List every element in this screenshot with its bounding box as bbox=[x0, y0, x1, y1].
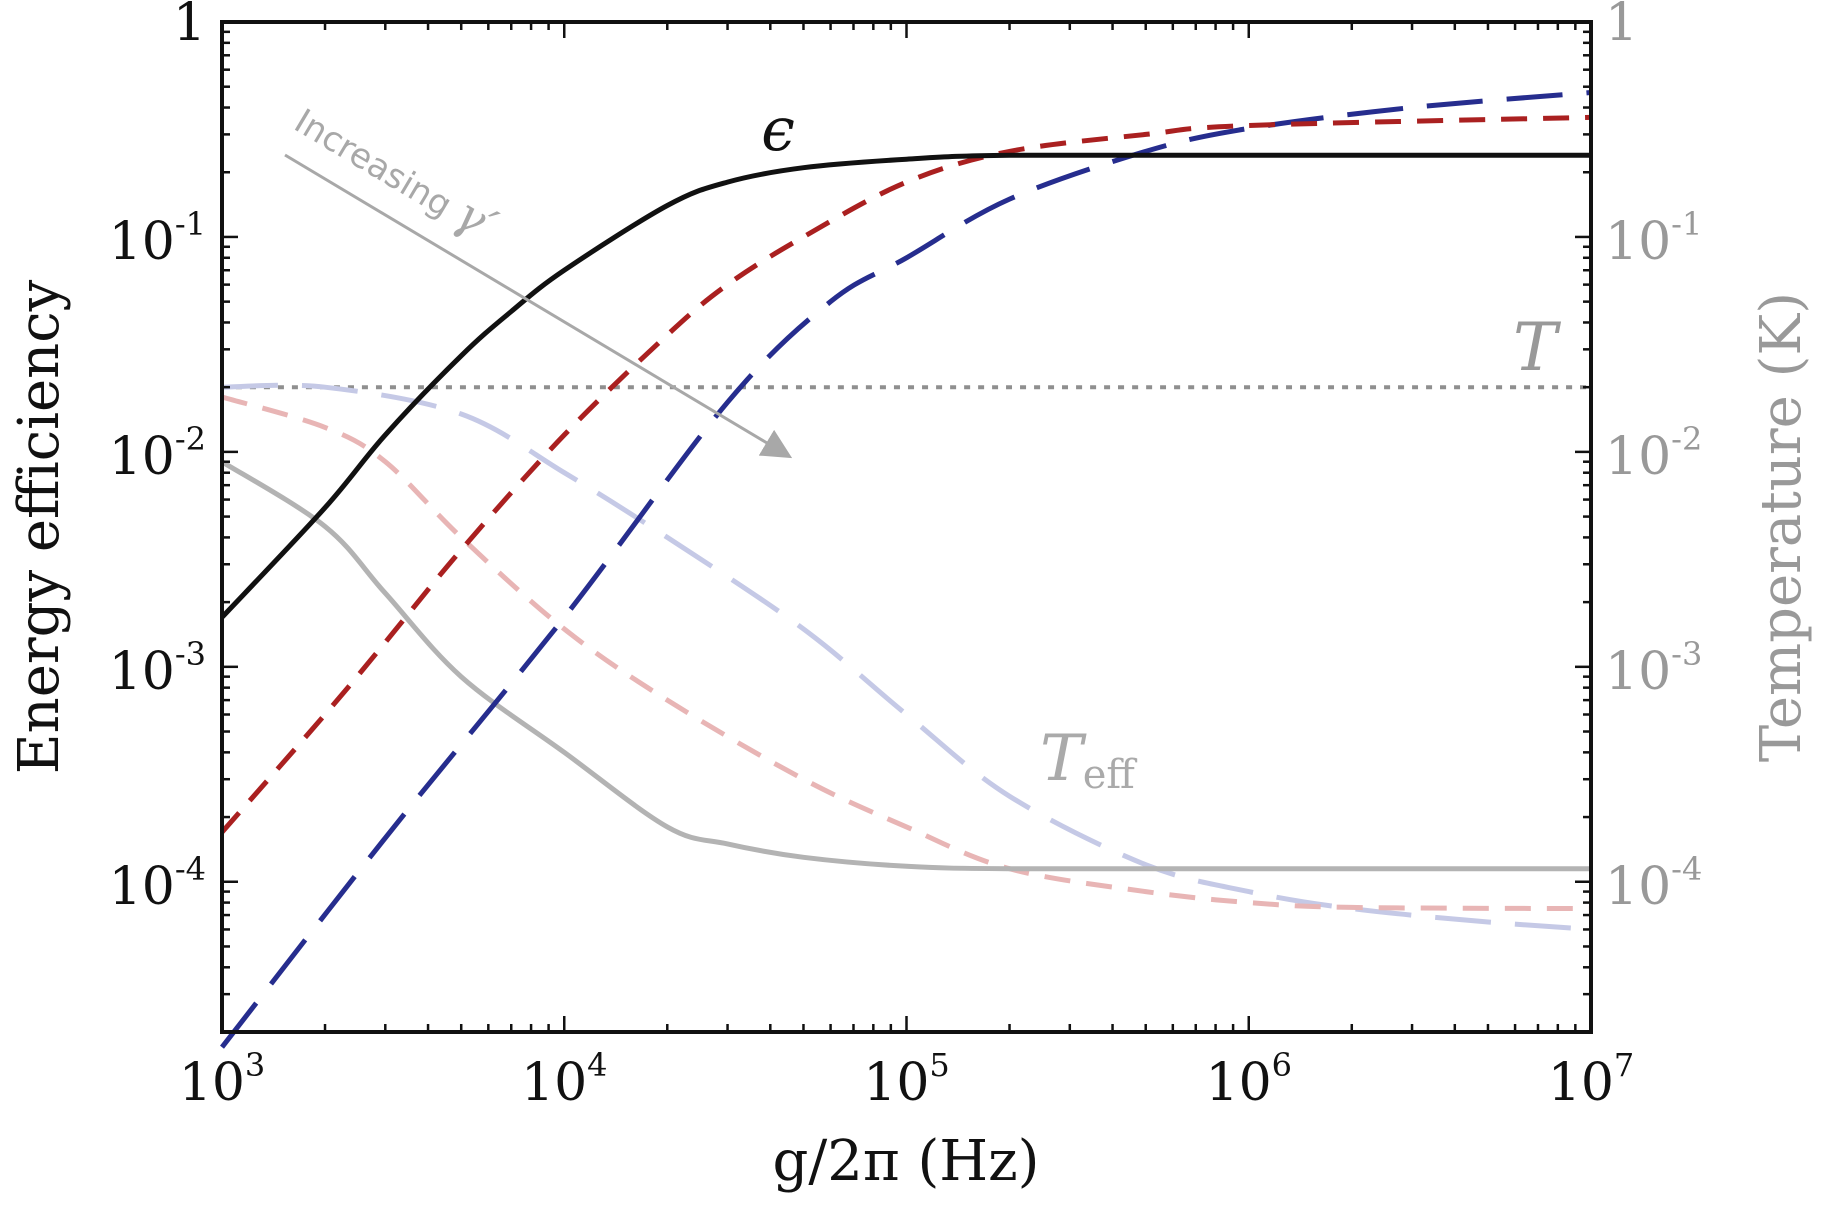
y-tick-label-left-1e-3-exponent: -3 bbox=[175, 635, 206, 673]
x-tick-label-1e3-exponent: 3 bbox=[245, 1046, 265, 1084]
y-tick-label-left-1e-2-exponent: -2 bbox=[175, 420, 206, 458]
series-efficiency-black bbox=[220, 152, 1591, 620]
increasing-label: Increasingγ′ bbox=[286, 91, 506, 252]
y-tick-label-right-1e0: 1 bbox=[1605, 0, 1638, 53]
x-tick-label-1e3-base: 10 bbox=[179, 1053, 245, 1113]
y-tick-label-right-1e-2-exponent: -2 bbox=[1671, 420, 1702, 458]
x-tick-label-1e6: 106 bbox=[1205, 1046, 1292, 1113]
x-tick-label-1e3: 103 bbox=[179, 1046, 266, 1113]
y-tick-label-right-1e-1-exponent: -1 bbox=[1671, 205, 1702, 243]
x-tick-label-1e4-base: 10 bbox=[521, 1053, 587, 1113]
series-efficiency-red bbox=[220, 114, 1592, 834]
x-tick-label-1e5-base: 10 bbox=[863, 1053, 929, 1113]
x-tick-label-1e6-exponent: 6 bbox=[1272, 1046, 1292, 1084]
y-tick-label-left-1e0-base: 1 bbox=[173, 0, 206, 53]
y-tick-label-left-1e-3-base: 10 bbox=[109, 642, 175, 702]
x-tick-label-1e5-exponent: 5 bbox=[929, 1046, 949, 1084]
x-tick-label-1e5: 105 bbox=[863, 1046, 950, 1113]
y-tick-label-left-1e0: 1 bbox=[173, 0, 206, 53]
Teff-label: Teff bbox=[1040, 722, 1137, 798]
x-axis-title: g/2π (Hz) bbox=[773, 1129, 1040, 1194]
y-tick-label-left-1e-4: 10-4 bbox=[109, 850, 206, 917]
series-Teff-blue bbox=[221, 382, 1592, 932]
y-tick-label-right-1e-4: 10-4 bbox=[1605, 850, 1702, 917]
y-tick-label-left-1e-4-exponent: -4 bbox=[175, 850, 206, 888]
y-tick-label-right-1e0-base: 1 bbox=[1605, 0, 1638, 53]
y-axis-title-right: Temperature (K) bbox=[1749, 292, 1814, 762]
x-tick-label-1e6-base: 10 bbox=[1205, 1053, 1271, 1113]
y-tick-label-left-1e-2: 10-2 bbox=[109, 420, 206, 487]
y-tick-label-right-1e-3-exponent: -3 bbox=[1671, 635, 1702, 673]
x-tick-label-1e7-exponent: 7 bbox=[1614, 1046, 1634, 1084]
series-Teff-red bbox=[221, 394, 1592, 912]
plot-frame bbox=[220, 20, 1593, 1034]
y-tick-label-right-1e-1: 10-1 bbox=[1605, 205, 1702, 272]
T-label: T bbox=[1513, 309, 1562, 386]
y-tick-label-right-1e-4-exponent: -4 bbox=[1671, 850, 1702, 888]
y-tick-label-left-1e-1-exponent: -1 bbox=[175, 205, 206, 243]
y-tick-label-right-1e-3: 10-3 bbox=[1605, 635, 1702, 702]
y-tick-label-left-1e-2-base: 10 bbox=[109, 427, 175, 487]
y-tick-label-right-1e-2: 10-2 bbox=[1605, 420, 1702, 487]
y-tick-label-right-1e-1-base: 10 bbox=[1605, 212, 1671, 272]
increasing-arrow bbox=[284, 153, 793, 459]
x-tick-label-1e4: 104 bbox=[521, 1046, 608, 1113]
x-tick-label-1e4-exponent: 4 bbox=[587, 1046, 607, 1084]
Teff-main: T bbox=[1040, 722, 1087, 796]
y-tick-label-right-1e-4-base: 10 bbox=[1605, 857, 1671, 917]
y-tick-label-right-1e-3-base: 10 bbox=[1605, 642, 1671, 702]
x-tick-label-1e7: 107 bbox=[1548, 1046, 1635, 1113]
y-tick-label-left-1e-1-base: 10 bbox=[109, 212, 175, 272]
y-axis-title-left: Energy efficiency bbox=[7, 279, 72, 774]
series-efficiency-blue bbox=[220, 90, 1592, 1049]
y-tick-label-left-1e-1: 10-1 bbox=[109, 205, 206, 272]
y-tick-label-left-1e-3: 10-3 bbox=[109, 635, 206, 702]
y-tick-label-left-1e-4-base: 10 bbox=[109, 857, 175, 917]
Teff-subscript: eff bbox=[1083, 752, 1138, 798]
x-tick-label-1e7-base: 10 bbox=[1548, 1053, 1614, 1113]
epsilon-label: ϵ bbox=[761, 95, 795, 165]
series-Teff-gray bbox=[220, 459, 1591, 872]
series-layer bbox=[220, 90, 1592, 1049]
y-tick-label-right-1e-2-base: 10 bbox=[1605, 427, 1671, 487]
